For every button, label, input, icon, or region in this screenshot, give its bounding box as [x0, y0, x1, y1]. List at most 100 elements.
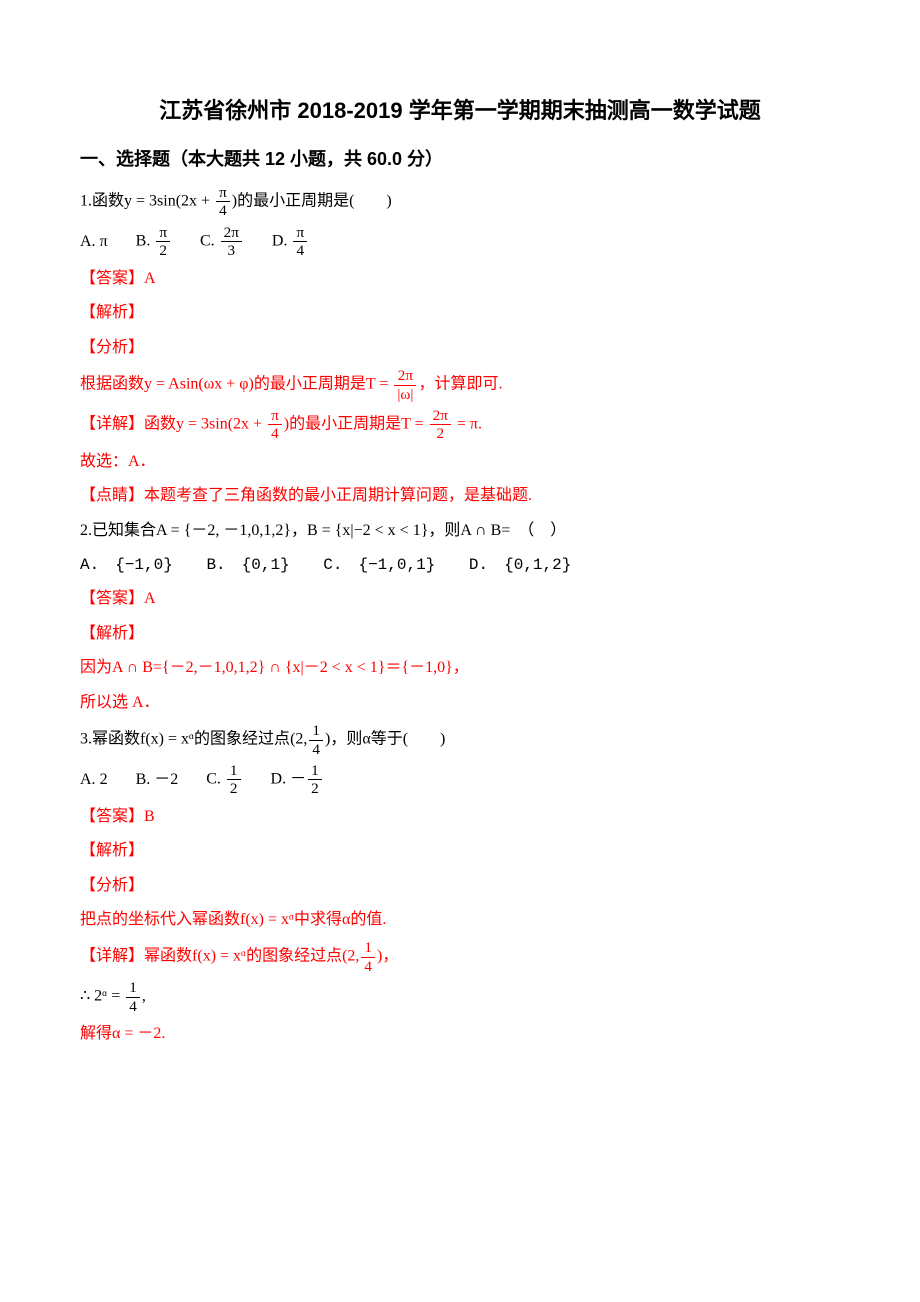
q1-number: 1. [80, 193, 92, 210]
frac-num: 2π [221, 224, 242, 242]
text: 根据函数 [80, 376, 144, 393]
frac: 12 [308, 762, 322, 798]
text: 的最小正周期是 [254, 376, 366, 393]
frac-den: 2 [156, 242, 170, 259]
q2-jiexi: 【解析】 [80, 619, 840, 649]
q3-stem: 3.幂函数f(x) = xᵅ的图象经过点(2,14)，则α等于( ) [80, 722, 840, 758]
detail-label: 【详解】 [80, 416, 144, 433]
math: (2, [290, 731, 307, 748]
answer-label: 【答案】 [80, 808, 144, 825]
q1-guxuan: 故选：A． [80, 447, 840, 477]
q1-detail: 【详解】函数y = 3sin(2x + π4)的最小正周期是T = 2π2 = … [80, 407, 840, 443]
q3-jiexi: 【解析】 [80, 836, 840, 866]
q3-opt-a: A. 2 [80, 765, 108, 795]
opt-label: C. [206, 771, 225, 788]
answer-value: A [144, 590, 156, 607]
text: 把点的坐标代入幂函数 [80, 911, 240, 928]
dianjing-label: 【点睛】 [80, 487, 144, 504]
q2-options: A. {−1,0} B. {0,1} C. {−1,0,1} D. {0,1,2… [80, 550, 840, 580]
q3-fenxi-text: 把点的坐标代入幂函数f(x) = xᵅ中求得α的值. [80, 905, 840, 935]
q3-opt-c: C. 12 [206, 762, 242, 798]
q1-opt-c: C. 2π3 [200, 224, 244, 260]
frac-num: 1 [227, 762, 241, 780]
text: ，计算即可. [418, 376, 502, 393]
opt-value: －2 [154, 771, 178, 788]
q1-frac: π4 [216, 184, 230, 220]
q3-opt-d: D. －12 [271, 762, 324, 798]
q3-detail: 【详解】幂函数f(x) = xᵅ的图象经过点(2,14)， [80, 939, 840, 975]
opt-label: A. [80, 233, 100, 250]
opt-label: B. [136, 771, 155, 788]
q3-opt-b: B. －2 [136, 765, 179, 795]
section-header: 一、选择题（本大题共 12 小题，共 60.0 分） [80, 142, 840, 176]
q1-opt-d: D. π4 [272, 224, 309, 260]
opt-label: D. [272, 233, 292, 250]
text: 的图象经过点 [246, 948, 342, 965]
text: , [142, 988, 146, 1005]
frac-num: π [268, 407, 282, 425]
frac-num: 1 [361, 939, 375, 957]
q3-fenxi: 【分析】 [80, 871, 840, 901]
frac-num: 1 [308, 762, 322, 780]
math: T = [366, 376, 393, 393]
frac-den: 4 [126, 998, 140, 1015]
math: f(x) = xᵅ [140, 731, 194, 748]
text: )， [377, 948, 398, 965]
frac-den: 3 [221, 242, 242, 259]
opt-label: A. [80, 771, 100, 788]
frac-den: 4 [361, 958, 375, 975]
q1-answer: 【答案】A [80, 264, 840, 294]
q2-answer: 【答案】A [80, 584, 840, 614]
q2-number: 2. [80, 522, 92, 539]
q1-fenxi-text: 根据函数y = Asin(ωx + φ)的最小正周期是T = 2π|ω|，计算即… [80, 367, 840, 403]
math: y = 3sin(2x + [176, 416, 266, 433]
answer-value: A [144, 270, 156, 287]
frac-num: 2π [430, 407, 451, 425]
opt-frac: 2π3 [221, 224, 242, 260]
opt-frac: π2 [156, 224, 170, 260]
frac: π4 [268, 407, 282, 443]
q2-opt-b: B. {0,1} [206, 550, 289, 580]
opt-label: B. [136, 233, 155, 250]
q2-line1: 因为A ∩ B={－2,－1,0,1,2} ∩ {x|－2 < x < 1}＝{… [80, 653, 840, 683]
opt-label: C. [200, 233, 219, 250]
opt-frac: π4 [293, 224, 307, 260]
text: 幂函数 [144, 948, 192, 965]
q3-answer: 【答案】B [80, 802, 840, 832]
dianjing-text: 本题考查了三角函数的最小正周期计算问题，是基础题. [144, 487, 532, 504]
frac-num: 1 [126, 979, 140, 997]
text: 幂函数 [92, 731, 140, 748]
frac: 2π|ω| [394, 367, 416, 403]
q2-stem: 2.已知集合A = {－2, －1,0,1,2}，B = {x|−2 < x <… [80, 516, 840, 546]
q1-text-post: )的最小正周期是( ) [232, 193, 392, 210]
frac-num: 2π [394, 367, 416, 385]
q1-options: A. π B. π2 C. 2π3 D. π4 [80, 224, 840, 260]
q1-stem: 1.函数y = 3sin(2x + π4)的最小正周期是( ) [80, 184, 840, 220]
frac-den: |ω| [394, 386, 416, 403]
detail-label: 【详解】 [80, 948, 144, 965]
frac: 14 [361, 939, 375, 975]
q2-text: 已知集合A = {－2, －1,0,1,2}，B = {x|−2 < x < 1… [92, 522, 566, 539]
frac-den: 4 [216, 202, 230, 219]
text: 中求得α的值. [294, 911, 386, 928]
math: ∴ 2ᵅ = [80, 988, 124, 1005]
q1-dianjing: 【点睛】本题考查了三角函数的最小正周期计算问题，是基础题. [80, 481, 840, 511]
q2-opt-d: D. {0,1,2} [469, 550, 571, 580]
answer-label: 【答案】 [80, 270, 144, 287]
page-title: 江苏省徐州市 2018-2019 学年第一学期期末抽测高一数学试题 [80, 90, 840, 132]
sign: － [290, 771, 306, 788]
frac-den: 2 [227, 780, 241, 797]
answer-label: 【答案】 [80, 590, 144, 607]
q3-options: A. 2 B. －2 C. 12 D. －12 [80, 762, 840, 798]
frac-den: 4 [293, 242, 307, 259]
opt-value: 2 [100, 771, 108, 788]
text: 的图象经过点 [194, 731, 290, 748]
q2-opt-a: A. {−1,0} [80, 550, 173, 580]
frac-num: π [216, 184, 230, 202]
q1-text-pre: 函数 [92, 193, 124, 210]
math: y = Asin(ωx + φ) [144, 376, 254, 393]
frac: 12 [227, 762, 241, 798]
frac: 2π2 [430, 407, 451, 443]
q3-solve: 解得α = －2. [80, 1019, 840, 1049]
answer-value: B [144, 808, 155, 825]
